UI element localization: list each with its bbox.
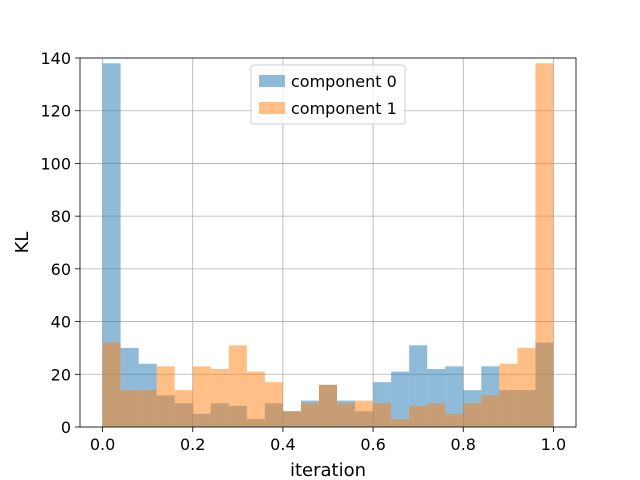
y-tick-label: 140 xyxy=(40,49,71,68)
series-1-bars xyxy=(102,63,554,428)
histogram-bar xyxy=(192,366,211,427)
histogram-bar xyxy=(337,403,356,427)
x-tick-label: 0.2 xyxy=(180,435,205,454)
legend-label: component 1 xyxy=(291,99,397,118)
y-tick-label: 120 xyxy=(40,102,71,121)
histogram-bar xyxy=(373,403,392,427)
y-tick-label: 60 xyxy=(51,260,71,279)
y-axis-ticks: 0 20 40 60 80 100 120 140 xyxy=(40,49,80,437)
y-tick-label: 100 xyxy=(40,154,71,173)
y-tick-label: 80 xyxy=(51,207,71,226)
legend-box xyxy=(250,64,406,125)
legend-swatch xyxy=(259,75,285,87)
x-axis-label: iteration xyxy=(290,460,366,480)
y-tick-label: 40 xyxy=(51,313,71,332)
histogram-bar xyxy=(264,382,283,427)
histogram-bar xyxy=(391,419,410,427)
plot-frame xyxy=(79,57,577,428)
histogram-bar xyxy=(300,403,319,427)
histogram-bar xyxy=(246,371,265,427)
histogram-bar xyxy=(318,384,338,427)
histogram-bar xyxy=(499,363,518,427)
histogram-bar xyxy=(174,390,193,427)
x-tick-label: 0.6 xyxy=(360,435,385,454)
histogram-bar xyxy=(156,366,175,427)
histogram-bar xyxy=(355,400,374,427)
y-tick-label: 0 xyxy=(61,418,71,437)
x-tick-label: 0.8 xyxy=(451,435,476,454)
histogram-bar xyxy=(138,390,157,427)
legend: component 0 component 1 xyxy=(250,64,406,125)
histogram-bar xyxy=(517,347,536,427)
histogram-bar xyxy=(409,405,428,427)
histogram-bar xyxy=(210,369,229,427)
histogram-bar xyxy=(282,411,301,427)
legend-label: component 0 xyxy=(291,72,397,91)
histogram-bar xyxy=(427,403,446,427)
x-tick-label: 1.0 xyxy=(541,435,566,454)
histogram-bar xyxy=(228,345,247,427)
x-tick-label: 0.0 xyxy=(90,435,115,454)
histogram-bar xyxy=(120,390,139,427)
histogram-bar xyxy=(445,366,464,427)
histogram-bar xyxy=(463,403,482,427)
histogram-bar xyxy=(391,371,410,427)
histogram-bars xyxy=(102,63,554,428)
y-axis-label: KL xyxy=(12,232,33,254)
y-tick-label: 20 xyxy=(51,365,71,384)
x-tick-label: 0.4 xyxy=(270,435,295,454)
histogram-bar xyxy=(102,63,121,428)
histogram-bar xyxy=(535,63,554,428)
histogram-bar xyxy=(481,395,500,427)
x-axis-ticks: 0.0 0.2 0.4 0.6 0.8 1.0 xyxy=(90,427,566,454)
legend-swatch xyxy=(259,102,285,114)
histogram-bar xyxy=(102,342,121,427)
histogram-bar xyxy=(445,413,464,427)
